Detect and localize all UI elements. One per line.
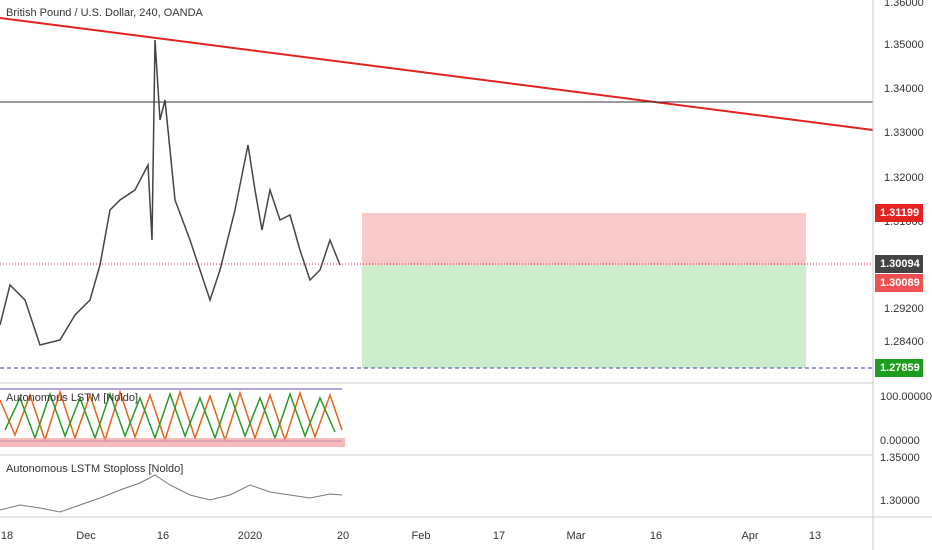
time-label: Dec [76,530,96,542]
oscillator [0,389,343,443]
time-label: 16 [650,530,662,542]
indicator-axis-label: 0.00000 [880,435,920,447]
indicator-axis-label: 100.00000 [880,391,932,403]
time-label: 17 [493,530,505,542]
time-label: Mar [567,530,586,542]
price-badge [875,359,923,377]
price-label: 1.28400 [884,336,924,348]
stop-zone [362,213,806,265]
oscillator [4,391,336,441]
price-label: 1.35000 [884,39,924,51]
symbol-title: British Pound / U.S. Dollar, 240, OANDA [6,7,204,19]
target-zone [362,265,806,368]
price-label: 1.34000 [884,83,924,95]
trend-line [0,17,874,131]
time-label: 18 [1,530,13,542]
price-badge-label: 1.30089 [880,277,920,289]
time-label: 13 [809,530,821,542]
stoploss-series [0,474,343,513]
indicator-axis-label: 1.30000 [880,495,920,507]
price-badge [875,274,923,292]
price-label: 1.32000 [884,172,924,184]
price-label: 1.36000 [884,0,924,9]
price-badge-label: 1.27859 [880,362,920,374]
price-badge [875,204,923,222]
time-label: Apr [741,530,758,542]
time-label: 20 [337,530,349,542]
time-label: 2020 [238,530,262,542]
time-label: Feb [412,530,431,542]
price-badge-label: 1.31199 [880,207,919,219]
indicator-title: Autonomous LSTM Stoploss [Noldo] [6,463,183,475]
indicator-axis-label: 1.35000 [880,452,920,464]
price-badge-label: 1.30094 [880,258,921,270]
indicator-title: Autonomous LSTM [Noldo] [6,392,138,404]
signal-strip [0,438,345,447]
price-label: 1.29200 [884,303,924,315]
time-label: 16 [157,530,169,542]
price-label: 1.33000 [884,127,924,139]
price-badge [875,255,923,273]
price-series [0,39,341,346]
